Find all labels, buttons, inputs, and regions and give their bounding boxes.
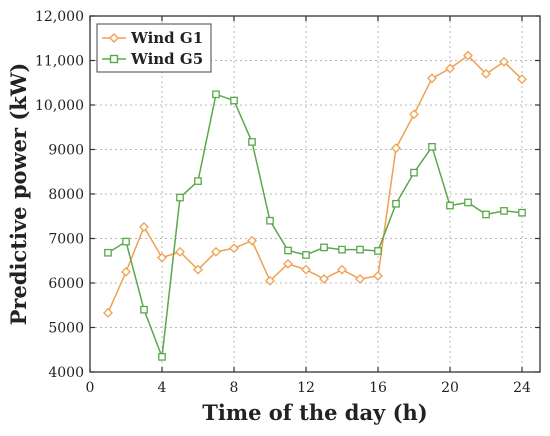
legend-label-wind-g5: Wind G5 — [130, 50, 203, 68]
x-tick-label: 0 — [86, 380, 95, 396]
y-tick-label: 10,000 — [35, 98, 84, 114]
data-point-wind-g1 — [193, 264, 203, 275]
data-point-wind-g1 — [157, 252, 167, 263]
data-point-wind-g5 — [446, 201, 454, 210]
data-point-wind-g1 — [427, 73, 437, 84]
data-point-wind-g1 — [355, 274, 365, 284]
data-point-wind-g1 — [211, 246, 221, 257]
data-point-wind-g5 — [392, 199, 400, 208]
data-point-wind-g1 — [121, 266, 131, 277]
data-point-wind-g1 — [229, 243, 239, 254]
data-point-wind-g1 — [139, 222, 149, 232]
y-tick-label: 11,000 — [35, 54, 84, 70]
data-point-wind-g5 — [194, 177, 202, 185]
data-point-wind-g1 — [175, 246, 185, 257]
data-point-wind-g5 — [320, 243, 328, 252]
x-tick-label: 24 — [513, 380, 531, 396]
data-point-wind-g5 — [230, 96, 238, 105]
data-point-wind-g5 — [284, 246, 292, 255]
legend: Wind G1 Wind G5 — [96, 23, 212, 73]
data-point-wind-g1 — [463, 50, 473, 61]
data-point-wind-g1 — [103, 307, 113, 318]
legend-marker-wind-g5 — [109, 54, 119, 64]
data-point-wind-g1 — [517, 74, 527, 85]
x-tick-label: 16 — [369, 380, 387, 396]
x-tick-label: 20 — [441, 380, 459, 396]
data-point-wind-g5 — [176, 193, 184, 202]
y-axis-title: Predictive power (kW) — [6, 63, 31, 326]
data-point-wind-g5 — [212, 90, 220, 99]
legend-box — [96, 23, 212, 73]
x-tick-label: 12 — [297, 380, 315, 396]
data-point-wind-g5 — [500, 207, 508, 215]
y-tick-label: 5000 — [48, 321, 84, 337]
data-point-wind-g1 — [481, 68, 491, 79]
y-tick-label: 7000 — [48, 232, 84, 248]
data-point-wind-g5 — [374, 247, 382, 255]
x-tick-label: 4 — [158, 380, 167, 396]
data-point-wind-g5 — [518, 208, 526, 217]
axis-ticks: 0 4 8 12 16 20 24 4000 5000 6000 7000 8000 9000 10,00… — [35, 9, 540, 396]
data-point-wind-g1 — [445, 63, 455, 74]
data-point-wind-g1 — [373, 270, 383, 281]
data-point-wind-g5 — [122, 237, 130, 246]
data-point-wind-g1 — [319, 274, 329, 284]
data-point-wind-g1 — [301, 264, 311, 275]
data-point-wind-g5 — [302, 251, 310, 259]
series-line-wind-g5 — [107, 93, 523, 358]
data-point-wind-g5 — [464, 198, 472, 207]
y-tick-label: 4000 — [48, 365, 84, 381]
data-point-wind-g5 — [428, 142, 436, 151]
x-tick-label: 8 — [230, 380, 239, 396]
data-point-wind-g5 — [338, 245, 346, 254]
data-point-wind-g5 — [410, 168, 418, 177]
series-line-wind-g1 — [107, 54, 523, 314]
legend-marker-wind-g1 — [109, 33, 119, 43]
data-point-wind-g5 — [140, 305, 148, 314]
series-layer — [103, 50, 527, 361]
data-point-wind-g1 — [265, 275, 275, 286]
data-point-wind-g1 — [283, 258, 293, 269]
legend-label-wind-g1: Wind G1 — [130, 29, 203, 47]
y-tick-label: 8000 — [48, 187, 84, 203]
data-point-wind-g1 — [499, 56, 509, 67]
y-tick-label: 6000 — [48, 276, 84, 292]
data-point-wind-g5 — [356, 245, 364, 254]
data-point-wind-g5 — [158, 353, 166, 361]
data-point-wind-g1 — [409, 109, 419, 120]
data-point-wind-g1 — [247, 235, 257, 246]
y-tick-label: 12,000 — [35, 9, 84, 25]
y-tick-label: 9000 — [48, 143, 84, 159]
x-axis-title: Time of the day (h) — [202, 400, 427, 425]
data-point-wind-g1 — [337, 264, 347, 275]
data-point-wind-g5 — [266, 216, 274, 225]
data-point-wind-g5 — [482, 210, 490, 219]
data-point-wind-g1 — [391, 143, 401, 154]
data-point-wind-g5 — [104, 248, 112, 257]
data-point-wind-g5 — [248, 138, 256, 146]
